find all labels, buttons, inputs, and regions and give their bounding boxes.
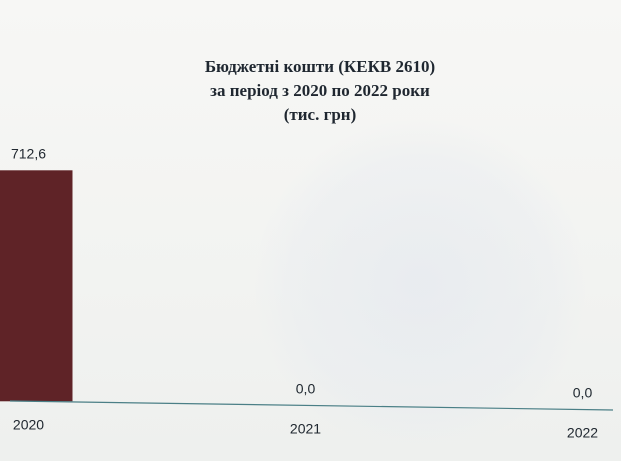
data-labels-group: 712,6 0,0 0,0 <box>11 145 592 400</box>
x-axis-line <box>9 400 614 411</box>
bars-group <box>0 170 73 402</box>
background-seal-watermark <box>255 120 585 450</box>
bar-2020 <box>0 170 73 402</box>
x-tick-label-2020: 2020 <box>13 416 44 432</box>
x-tick-label-2021: 2021 <box>290 420 321 436</box>
data-label-2022: 0,0 <box>573 385 593 401</box>
x-tick-label-2022: 2022 <box>567 425 598 441</box>
chart-title-line-2: за період з 2020 по 2022 роки <box>210 81 430 100</box>
data-label-2020: 712,6 <box>11 145 46 161</box>
x-tick-labels-group: 2020 2021 2022 <box>13 416 598 440</box>
chart-title-line-1: Бюджетні кошти (КЕКВ 2610) <box>205 57 435 76</box>
data-label-2021: 0,0 <box>296 380 316 396</box>
chart-title-line-3: (тис. грн) <box>284 105 356 124</box>
